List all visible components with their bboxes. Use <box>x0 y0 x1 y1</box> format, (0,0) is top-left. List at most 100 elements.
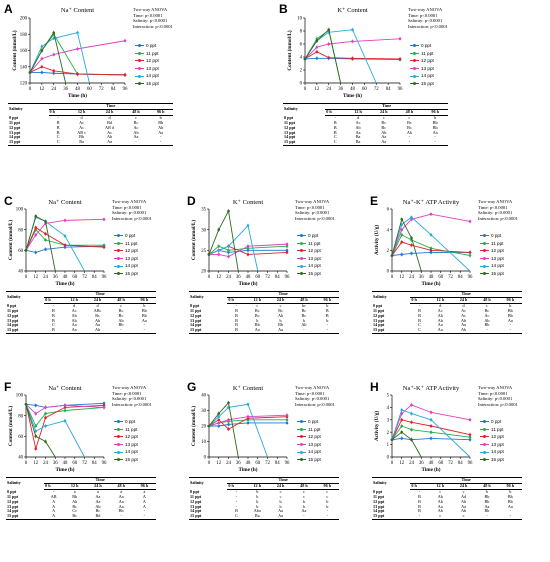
x-tick-label: 96 <box>123 87 128 92</box>
data-point <box>410 428 413 431</box>
table-row: 15 ppt - c c - - <box>372 514 522 519</box>
data-point <box>217 245 220 248</box>
legend-swatch <box>135 68 144 69</box>
x-axis-label: Time (h) <box>421 466 440 473</box>
legend-item: 0 ppt <box>480 418 504 426</box>
y-tick-label: 4 <box>387 406 390 411</box>
data-point <box>410 216 413 219</box>
legend-item: 12 ppt <box>135 57 159 65</box>
x-tick-label: 36 <box>53 461 58 466</box>
data-point <box>103 218 106 221</box>
data-point <box>52 31 55 34</box>
anova-line: Salinity: p<0.0001 <box>133 18 173 24</box>
legend-item: 0 ppt <box>297 232 321 240</box>
legend-item: 15 ppt <box>297 456 321 464</box>
x-tick-label: 24 <box>326 87 331 92</box>
legend-label: 13 ppt <box>125 255 138 263</box>
legend-label: 12 ppt <box>491 433 504 441</box>
legend-item: 15 ppt <box>410 80 434 88</box>
x-tick-label: 0 <box>208 461 211 466</box>
data-point <box>430 437 433 440</box>
x-tick-label: 12 <box>399 461 404 466</box>
data-point <box>430 249 433 252</box>
significance-table: Salinity Time 0 h 12 h 24 h 48 h 96 h0 ppt - d c c… <box>283 103 448 146</box>
legend-item: 14 ppt <box>297 262 321 270</box>
legend-item: 14 ppt <box>135 72 159 80</box>
x-tick-label: 0 <box>25 461 28 466</box>
legend-label: 15 ppt <box>125 456 138 464</box>
data-point <box>430 431 433 434</box>
table-cell: Ab <box>452 328 475 333</box>
legend-item: 0 ppt <box>410 42 434 50</box>
legend-swatch <box>480 429 489 430</box>
data-point <box>64 244 67 247</box>
data-point <box>227 249 230 252</box>
table-row: 15 ppt B Aa Aa - - <box>189 328 339 333</box>
y-tick-label: 40 <box>201 394 206 399</box>
legend-item: 15 ppt <box>135 80 159 88</box>
x-tick-label: 12 <box>399 275 404 280</box>
legend-swatch <box>114 459 123 460</box>
data-point <box>247 422 250 425</box>
x-tick-label: 12 <box>314 87 319 92</box>
legend-label: 12 ppt <box>146 57 159 65</box>
legend-label: 15 ppt <box>491 456 504 464</box>
legend-item: 0 ppt <box>297 418 321 426</box>
legend-item: 11 ppt <box>297 426 321 434</box>
chart-svg: 4060801000 12 24 36 48 60 72 84 96Time (h)Conten… <box>0 378 110 475</box>
data-point <box>76 31 79 34</box>
y-tick-label: 160 <box>20 49 28 54</box>
legend-label: 13 ppt <box>491 255 504 263</box>
data-point <box>217 228 220 231</box>
anova-line: Interaction: p<0.0001 <box>112 402 152 408</box>
x-tick-label: 72 <box>448 275 453 280</box>
y-tick-label: 5 <box>387 394 390 399</box>
data-point <box>391 438 394 441</box>
table-cell: - <box>316 514 339 519</box>
x-tick-label: 48 <box>350 87 355 92</box>
x-axis-label: Time (h) <box>55 466 74 473</box>
y-tick-label: 0 <box>300 82 303 87</box>
legend-swatch <box>410 53 419 54</box>
anova-line: Salinity: p<0.0001 <box>112 210 152 216</box>
x-tick-label: 48 <box>429 461 434 466</box>
anova-line: Salinity: p<0.0001 <box>478 210 518 216</box>
legend-item: 11 ppt <box>114 426 138 434</box>
legend-item: 14 ppt <box>410 72 434 80</box>
legend-item: 0 ppt <box>114 418 138 426</box>
significance-table: Salinity Time 0 h 12 h 24 h 48 h 96 h0 ppt - d d c… <box>6 291 156 334</box>
data-point <box>469 254 472 257</box>
data-point <box>469 419 472 422</box>
legend-label: 13 ppt <box>125 441 138 449</box>
x-tick-label: 48 <box>246 461 251 466</box>
table-cell: Bd <box>86 514 109 519</box>
legend-item: 12 ppt <box>480 433 504 441</box>
y-axis-label: Content (mmol/L) <box>7 406 14 446</box>
chart-svg: 0123450 12 24 36 48 60 72 84 96Time (h)Activity … <box>366 378 476 475</box>
y-tick-label: 4 <box>387 228 390 233</box>
legend-label: 14 ppt <box>421 72 434 80</box>
legend-swatch <box>114 243 123 244</box>
legend-label: 11 ppt <box>125 240 137 248</box>
legend-swatch <box>480 452 489 453</box>
anova-line: Salinity: p<0.0001 <box>112 396 152 402</box>
x-tick-label: 84 <box>458 275 463 280</box>
legend-label: 0 ppt <box>308 232 318 240</box>
legend-swatch <box>135 76 144 77</box>
legend-item: 14 ppt <box>114 262 138 270</box>
data-point <box>227 210 230 213</box>
legend-swatch <box>410 60 419 61</box>
x-tick-label: 72 <box>448 461 453 466</box>
series-line-15-ppt <box>26 404 55 457</box>
anova-line: Two-way ANOVA <box>408 7 448 13</box>
legend-swatch <box>297 258 306 259</box>
series-line-11-ppt <box>305 30 341 83</box>
legend-swatch <box>410 76 419 77</box>
y-tick-label: 10 <box>201 440 206 445</box>
legend-swatch <box>410 68 419 69</box>
data-point <box>52 53 55 56</box>
x-tick-label: 96 <box>102 275 107 280</box>
table-cell: B <box>44 328 62 333</box>
significance-table: Salinity Time 0 h 12 h 24 h 48 h 96 h0 ppt - d d c… <box>8 103 173 146</box>
x-axis-label: Time (h) <box>68 92 87 99</box>
